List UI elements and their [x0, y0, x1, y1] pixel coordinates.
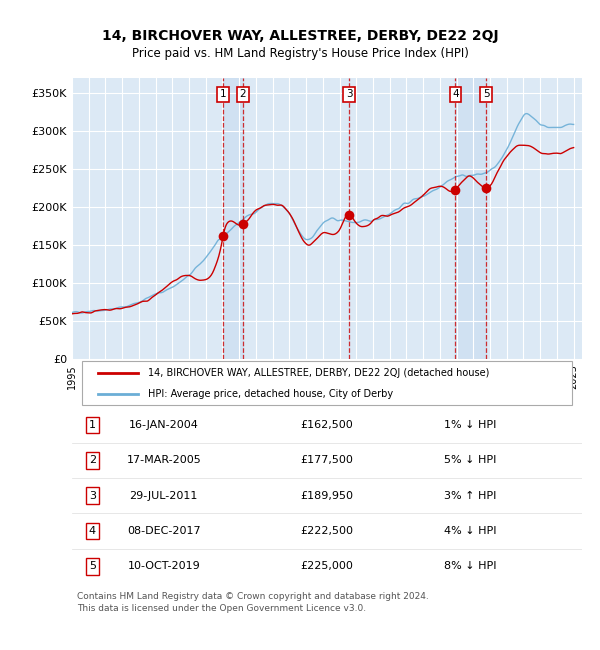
Text: 5: 5	[89, 561, 96, 571]
Text: 29-JUL-2011: 29-JUL-2011	[130, 491, 198, 500]
Text: 1% ↓ HPI: 1% ↓ HPI	[443, 420, 496, 430]
Text: £189,950: £189,950	[301, 491, 353, 500]
Text: 17-MAR-2005: 17-MAR-2005	[127, 455, 201, 465]
Text: 08-DEC-2017: 08-DEC-2017	[127, 526, 200, 536]
Text: HPI: Average price, detached house, City of Derby: HPI: Average price, detached house, City…	[149, 389, 394, 398]
Bar	[455, 78, 487, 359]
Text: 1: 1	[220, 89, 226, 99]
Text: Price paid vs. HM Land Registry's House Price Index (HPI): Price paid vs. HM Land Registry's House …	[131, 47, 469, 60]
Text: 2: 2	[89, 455, 96, 465]
Text: 16-JAN-2004: 16-JAN-2004	[129, 420, 199, 430]
Text: £177,500: £177,500	[301, 455, 353, 465]
Text: 3% ↑ HPI: 3% ↑ HPI	[443, 491, 496, 500]
Text: 4: 4	[89, 526, 96, 536]
Text: 8% ↓ HPI: 8% ↓ HPI	[443, 561, 496, 571]
Text: 10-OCT-2019: 10-OCT-2019	[127, 561, 200, 571]
Text: £222,500: £222,500	[301, 526, 353, 536]
Text: 4: 4	[452, 89, 459, 99]
Text: 14, BIRCHOVER WAY, ALLESTREE, DERBY, DE22 2QJ (detached house): 14, BIRCHOVER WAY, ALLESTREE, DERBY, DE2…	[149, 367, 490, 378]
Text: 3: 3	[346, 89, 352, 99]
Text: £225,000: £225,000	[301, 561, 353, 571]
Text: 1: 1	[89, 420, 96, 430]
Bar	[223, 78, 243, 359]
Text: 5: 5	[483, 89, 490, 99]
Text: 14, BIRCHOVER WAY, ALLESTREE, DERBY, DE22 2QJ: 14, BIRCHOVER WAY, ALLESTREE, DERBY, DE2…	[101, 29, 499, 44]
Text: 2: 2	[239, 89, 246, 99]
Text: 3: 3	[89, 491, 96, 500]
Text: Contains HM Land Registry data © Crown copyright and database right 2024.
This d: Contains HM Land Registry data © Crown c…	[77, 592, 429, 613]
FancyBboxPatch shape	[82, 361, 572, 405]
Text: 4% ↓ HPI: 4% ↓ HPI	[443, 526, 496, 536]
Text: £162,500: £162,500	[301, 420, 353, 430]
Text: 5% ↓ HPI: 5% ↓ HPI	[443, 455, 496, 465]
